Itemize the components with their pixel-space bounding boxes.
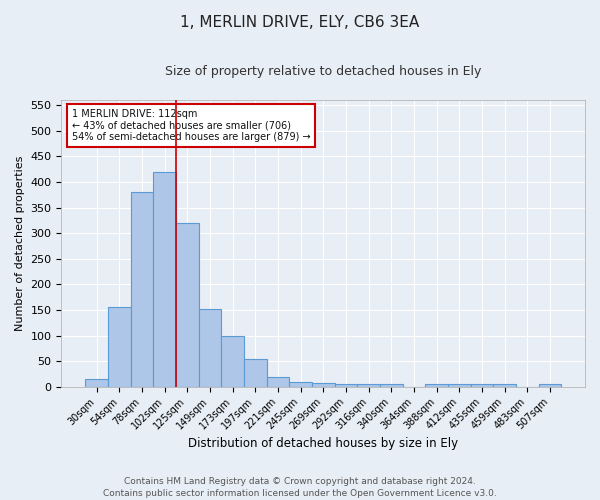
Bar [176,223,199,387]
Text: Contains HM Land Registry data © Crown copyright and database right 2024.
Contai: Contains HM Land Registry data © Crown c… [103,476,497,498]
Title: Size of property relative to detached houses in Ely: Size of property relative to detached ho… [165,65,481,78]
Text: 1 MERLIN DRIVE: 112sqm
← 43% of detached houses are smaller (706)
54% of semi-de: 1 MERLIN DRIVE: 112sqm ← 43% of detached… [72,108,310,142]
Bar [539,384,561,387]
Bar [493,384,516,387]
Bar [221,336,244,387]
Bar [153,172,176,387]
Bar [289,382,312,387]
Bar [244,358,266,387]
Bar [380,384,403,387]
Bar [425,384,448,387]
Bar [448,384,470,387]
Bar [266,376,289,387]
Bar [85,379,108,387]
Bar [199,309,221,387]
Bar [470,384,493,387]
Bar [335,384,357,387]
X-axis label: Distribution of detached houses by size in Ely: Distribution of detached houses by size … [188,437,458,450]
Bar [131,192,153,387]
Bar [108,308,131,387]
Text: 1, MERLIN DRIVE, ELY, CB6 3EA: 1, MERLIN DRIVE, ELY, CB6 3EA [181,15,419,30]
Bar [357,384,380,387]
Y-axis label: Number of detached properties: Number of detached properties [15,156,25,331]
Bar [312,383,335,387]
